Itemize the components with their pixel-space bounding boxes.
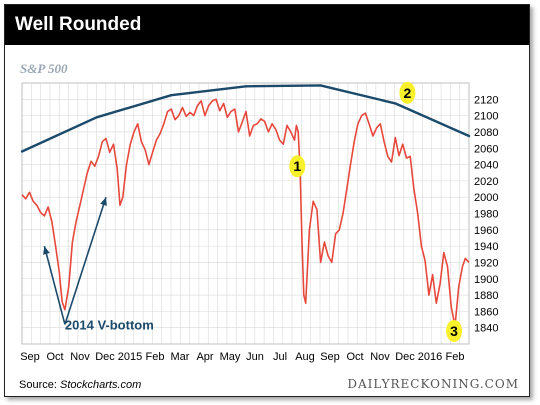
x-tick-label: May <box>220 351 241 363</box>
source-note: Source: Stockcharts.com <box>19 379 141 391</box>
marker-label: 3 <box>450 323 458 339</box>
chart-frame: Well Rounded Source: Stockcharts.com DAI… <box>4 4 530 397</box>
x-tick-label: 2016 <box>418 351 442 363</box>
grid <box>21 83 470 344</box>
publisher-credit: DAILYRECKONING.COM <box>347 377 519 391</box>
y-tick-label: 2060 <box>474 143 498 155</box>
x-tick-label: 2015 <box>118 351 142 363</box>
x-tick-label: Feb <box>146 351 165 363</box>
x-tick-label: Aug <box>295 351 315 363</box>
y-tick-label: 1980 <box>474 209 498 221</box>
y-tick-label: 2020 <box>474 176 498 188</box>
source-name: Stockcharts.com <box>59 379 142 391</box>
y-tick-label: 2100 <box>474 111 498 123</box>
x-tick-label: Dec <box>95 351 115 363</box>
y-tick-label: 1860 <box>474 306 498 318</box>
x-tick-label: Apr <box>196 351 213 363</box>
y-tick-label: 1960 <box>474 225 498 237</box>
x-tick-label: Mar <box>171 351 190 363</box>
plot-border <box>21 82 470 345</box>
y-tick-label: 2080 <box>474 127 498 139</box>
x-tick-label: Sep <box>320 351 340 363</box>
marker-circle <box>289 155 306 178</box>
title-bar: Well Rounded <box>5 5 529 45</box>
marker-circle <box>399 81 416 104</box>
annotation-text: 2014 V-bottom <box>65 317 154 332</box>
x-tick-label: Jun <box>246 351 264 363</box>
arrow-head <box>100 197 107 206</box>
series-line <box>21 98 470 327</box>
marker-circle <box>446 319 463 342</box>
source-label: Source: <box>19 379 57 391</box>
arrow-shaft <box>43 245 66 325</box>
marker-label: 1 <box>293 158 301 174</box>
trendline-group <box>20 84 471 153</box>
marker-label: 2 <box>404 85 412 101</box>
x-tick-label: Jul <box>273 351 287 363</box>
y-tick-label: 2000 <box>474 192 498 204</box>
x-tick-label: Nov <box>70 351 90 363</box>
annotations: 2014 V-bottom 1 2 3 <box>65 81 463 342</box>
x-tick-label: Oct <box>346 351 363 363</box>
y-tick-label: 2120 <box>474 94 498 106</box>
arrow-shaft <box>64 196 107 325</box>
y-tick-label: 1840 <box>474 323 498 335</box>
x-tick-label: Dec <box>395 351 415 363</box>
arrow-head <box>43 246 50 255</box>
trendline <box>20 84 471 153</box>
x-tick-label: Feb <box>446 351 465 363</box>
y-tick-labels: 1840 1860 1880 1900 1920 1940 1960 1980 2000 2020… <box>474 94 498 334</box>
y-tick-label: 1920 <box>474 257 498 269</box>
x-tick-label: Nov <box>370 351 390 363</box>
arrows-group <box>43 196 107 325</box>
x-tick-labels: Sep Oct Nov Dec 2015 Feb Mar Apr May Jun Jul Aug Sep… <box>20 351 464 363</box>
y-tick-label: 1900 <box>474 274 498 286</box>
x-tick-label: Sep <box>20 351 40 363</box>
y-tick-label: 2040 <box>474 160 498 172</box>
y-tick-label: 1940 <box>474 241 498 253</box>
x-tick-label: Oct <box>46 351 63 363</box>
index-label: S&P 500 <box>20 61 68 76</box>
y-tick-label: 1880 <box>474 290 498 302</box>
chart-title: Well Rounded <box>15 14 142 35</box>
series-group <box>21 98 470 327</box>
